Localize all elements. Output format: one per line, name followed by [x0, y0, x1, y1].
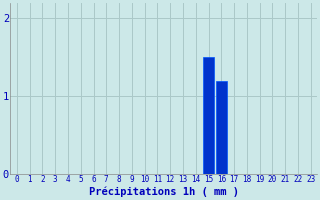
Bar: [203, 57, 214, 174]
Bar: [216, 81, 227, 174]
X-axis label: Précipitations 1h ( mm ): Précipitations 1h ( mm ): [89, 187, 239, 197]
